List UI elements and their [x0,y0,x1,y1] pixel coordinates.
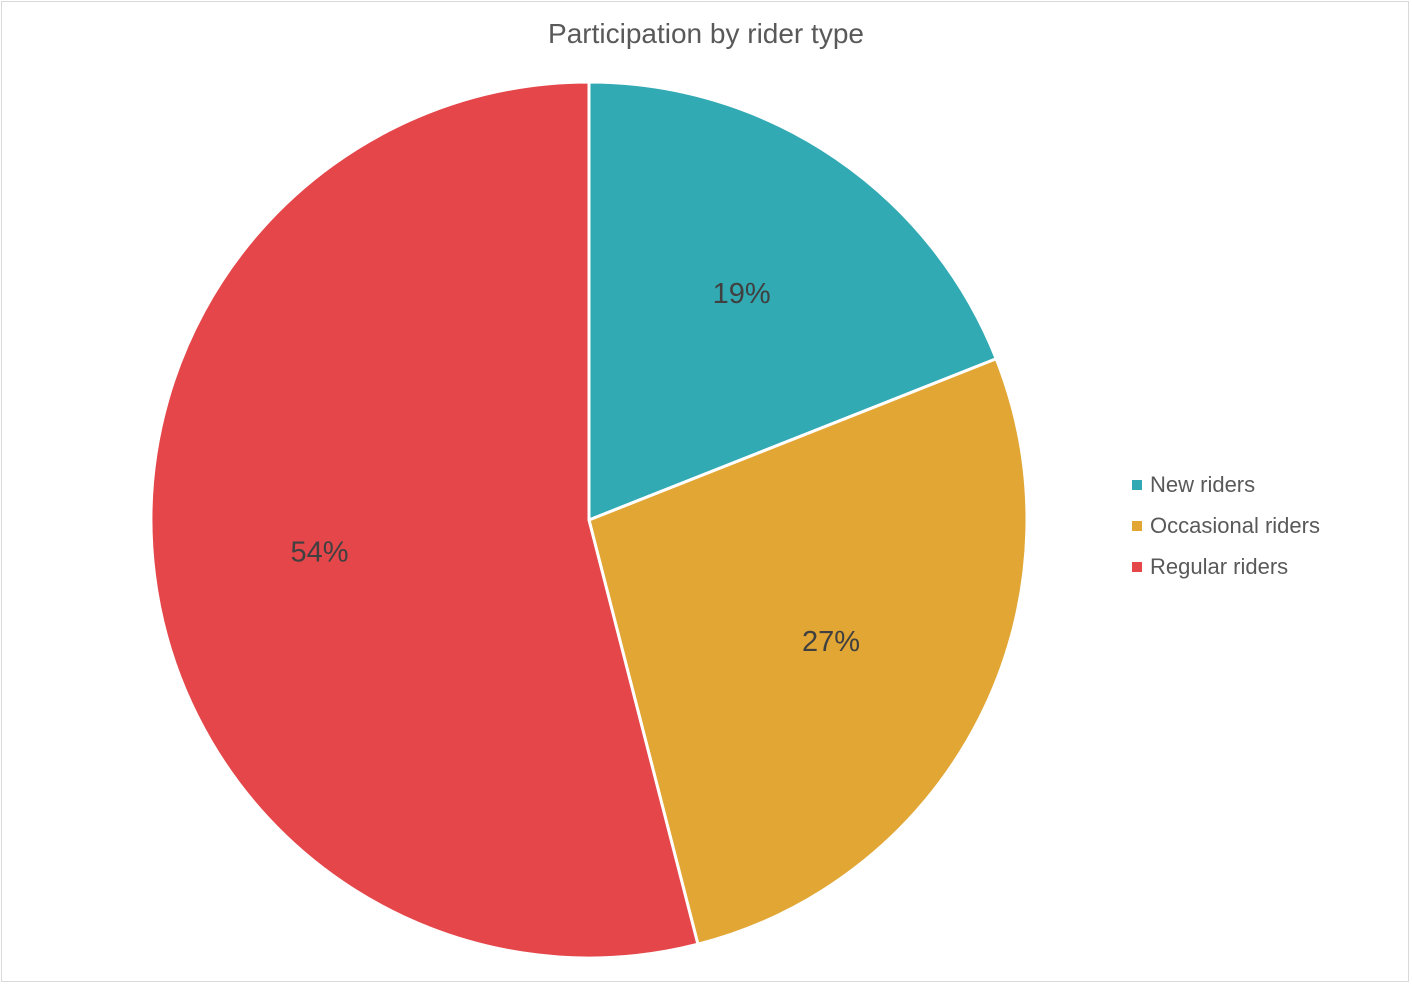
data-label-occasional-riders: 27% [802,626,860,658]
legend-label-occasional-riders: Occasional riders [1150,512,1320,538]
legend-swatch-occasional-riders [1132,520,1142,531]
pie-data-labels: 19% 27% 54% [291,278,860,658]
pie-slices [149,80,1029,960]
legend-item-new-riders: New riders [1132,464,1320,505]
pie-slice-occasional-riders [587,357,1029,946]
pie-slice-new-riders [587,80,998,522]
legend-item-occasional-riders: Occasional riders [1132,505,1320,546]
data-label-regular-riders: 54% [291,537,349,569]
chart-legend: New riders Occasional riders Regular rid… [1132,464,1320,587]
data-label-new-riders: 19% [713,278,771,310]
legend-label-new-riders: New riders [1150,471,1256,497]
legend-swatch-regular-riders [1132,561,1142,572]
legend-item-regular-riders: Regular riders [1132,546,1320,587]
legend-label-regular-riders: Regular riders [1150,553,1289,579]
pie-slice-regular-riders [149,80,700,960]
chart-title: Participation by rider type [548,18,864,49]
legend-swatch-new-riders [1132,479,1142,490]
